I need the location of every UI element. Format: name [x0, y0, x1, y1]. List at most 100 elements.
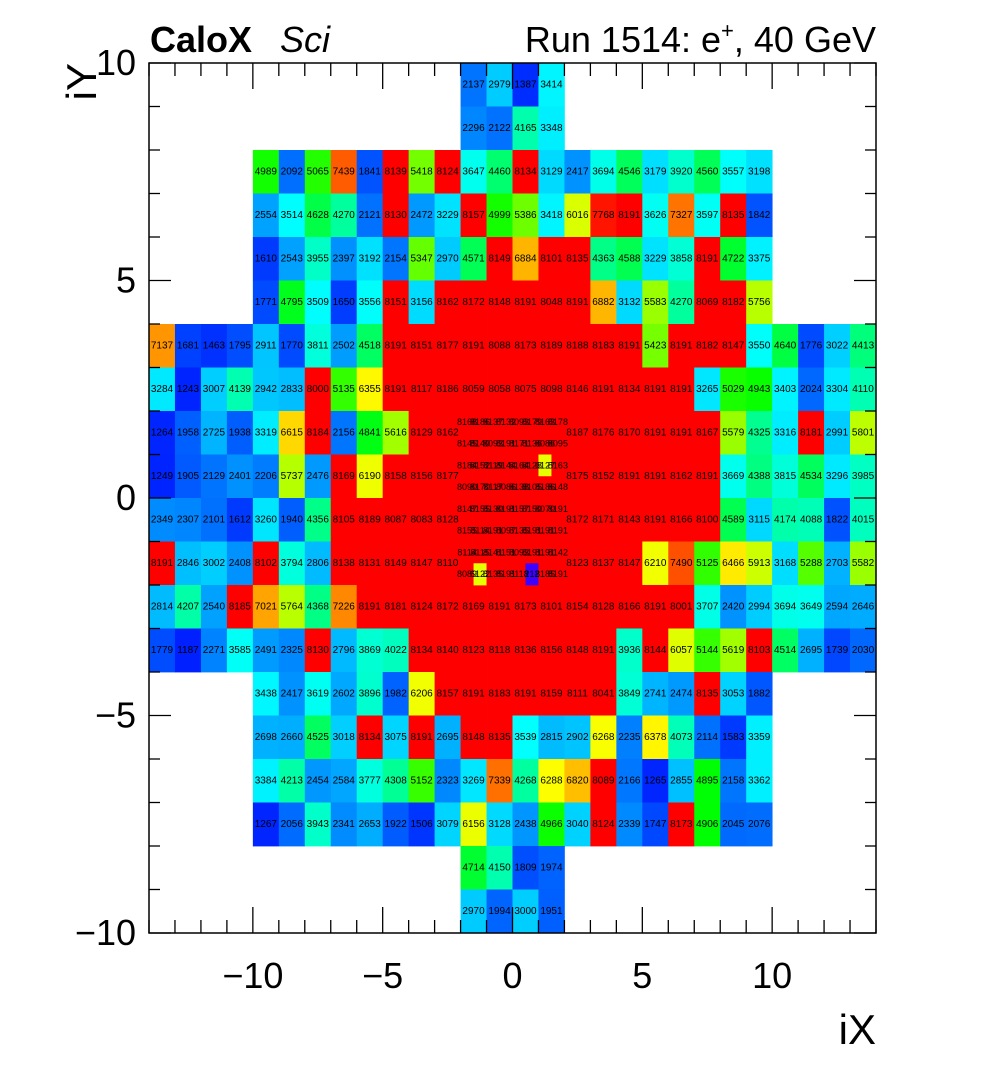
- cell-value-label: 2024: [800, 384, 823, 395]
- heatmap-cell: [512, 476, 526, 499]
- heatmap-cell: [460, 519, 474, 542]
- x-tick-label: −10: [222, 955, 283, 996]
- cell-value-label: 8191: [496, 569, 516, 579]
- heatmap-cell: [551, 563, 565, 586]
- cell-value-label: 3811: [307, 340, 329, 351]
- cell-value-label: 2979: [488, 79, 511, 90]
- heatmap-cell: [538, 498, 552, 521]
- cell-value-label: 8131: [359, 558, 382, 569]
- cell-value-label: 8117: [411, 384, 433, 395]
- heatmap-cell: [538, 150, 565, 194]
- heatmap-cell: [174, 324, 202, 368]
- heatmap-cell: [252, 411, 280, 455]
- cell-value-label: 3040: [566, 819, 589, 830]
- cell-value-label: 8140: [436, 645, 459, 656]
- heatmap-cell: [642, 628, 669, 673]
- cell-value-label: 6466: [722, 558, 745, 569]
- heatmap-cell: [304, 498, 332, 542]
- heatmap-cell: [174, 628, 202, 673]
- cell-value-label: 8162: [436, 427, 459, 438]
- heatmap-cell: [798, 498, 825, 542]
- heatmap-cell: [252, 454, 280, 499]
- cell-value-label: 4270: [670, 297, 693, 308]
- x-axis-label: iX: [839, 1006, 876, 1053]
- cell-value-label: 1905: [177, 471, 200, 482]
- heatmap-cell: [174, 411, 202, 455]
- heatmap-cell: [278, 759, 306, 803]
- heatmap-cell: [356, 237, 384, 281]
- cell-value-label: 3229: [436, 210, 459, 221]
- heatmap-cell: [278, 237, 306, 281]
- heatmap-cell: [538, 476, 552, 499]
- heatmap-cell: [486, 628, 513, 673]
- cell-value-label: 8184: [457, 460, 477, 470]
- heatmap-cell: [798, 411, 825, 455]
- heatmap-cell: [278, 324, 306, 368]
- cell-value-label: 3936: [618, 645, 641, 656]
- cell-value-label: 3539: [514, 732, 537, 743]
- heatmap-cell: [512, 519, 526, 542]
- cell-value-label: 8088: [488, 340, 511, 351]
- heatmap-cell: [746, 237, 773, 281]
- cell-value-label: 8132: [496, 417, 516, 427]
- heatmap-cell: [590, 715, 617, 760]
- heatmap-cell: [278, 498, 306, 542]
- cell-value-label: 8191: [488, 601, 511, 612]
- cell-value-label: 4560: [696, 166, 719, 177]
- heatmap-cell: [486, 476, 500, 499]
- heatmap-cell: [525, 454, 539, 477]
- heatmap-cell: [512, 324, 539, 368]
- cell-value-label: 8115: [470, 547, 489, 557]
- cell-value-label: 2846: [177, 558, 200, 569]
- cell-value-label: 8191: [696, 471, 719, 482]
- cell-value-label: 212: [524, 569, 539, 579]
- heatmap-cell: [538, 519, 552, 542]
- heatmap-cell: [538, 563, 552, 586]
- cell-value-label: 8145: [457, 439, 477, 449]
- heatmap-cell: [149, 541, 176, 586]
- heatmap-cell: [252, 759, 280, 803]
- heatmap-cell: [746, 280, 773, 325]
- heatmap-cell: [486, 889, 513, 934]
- heatmap-cell: [278, 454, 306, 499]
- cell-value-label: 5764: [281, 601, 304, 612]
- cell-value-label: 5423: [644, 340, 667, 351]
- heatmap-cell: [486, 519, 500, 542]
- heatmap-cell: [694, 411, 721, 455]
- heatmap-cell: [382, 715, 410, 760]
- brand-label: CaloX: [150, 19, 252, 60]
- cell-value-label: 8118: [489, 645, 511, 656]
- cell-value-label: 4088: [800, 514, 823, 525]
- cell-value-label: 8124: [411, 601, 434, 612]
- heatmap-cell: [616, 759, 643, 803]
- heatmap-cell: [486, 237, 513, 281]
- cell-value-label: 8166: [618, 601, 641, 612]
- cell-value-label: 8157: [436, 688, 459, 699]
- cell-value-label: 2911: [255, 340, 277, 351]
- cell-value-label: 2154: [385, 253, 408, 264]
- cell-value-label: 3858: [670, 253, 693, 264]
- cell-value-label: 8191: [644, 601, 667, 612]
- x-tick-label: 0: [502, 955, 522, 996]
- y-axis-label: iY: [58, 63, 105, 100]
- cell-value-label: 8191: [644, 471, 667, 482]
- heatmap-cell: [850, 454, 877, 499]
- cell-value-label: 8177: [436, 340, 459, 351]
- cell-value-label: 4388: [748, 471, 771, 482]
- cell-value-label: 2695: [436, 732, 459, 743]
- heatmap-cell: [499, 454, 513, 477]
- cell-value-label: 2540: [203, 601, 226, 612]
- heatmap-cell: [252, 541, 280, 586]
- cell-value-label: 1243: [177, 384, 200, 395]
- cell-value-label: 8154: [566, 601, 589, 612]
- cell-value-label: 8191: [385, 384, 408, 395]
- heatmap-cell: [486, 411, 500, 434]
- heatmap-cell: [486, 367, 513, 412]
- cell-value-label: 4368: [307, 601, 330, 612]
- heatmap-cell: [642, 759, 669, 803]
- cell-value-label: 8130: [385, 210, 408, 221]
- y-tick-label: −5: [95, 695, 136, 736]
- heatmap-cell: [408, 628, 435, 673]
- heatmap-cell: [746, 672, 773, 716]
- heatmap-cell: [200, 585, 228, 629]
